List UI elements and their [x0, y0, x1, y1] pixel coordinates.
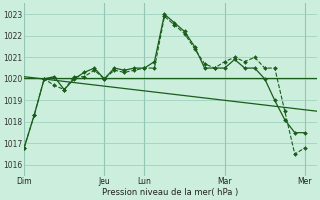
- X-axis label: Pression niveau de la mer( hPa ): Pression niveau de la mer( hPa ): [102, 188, 238, 197]
